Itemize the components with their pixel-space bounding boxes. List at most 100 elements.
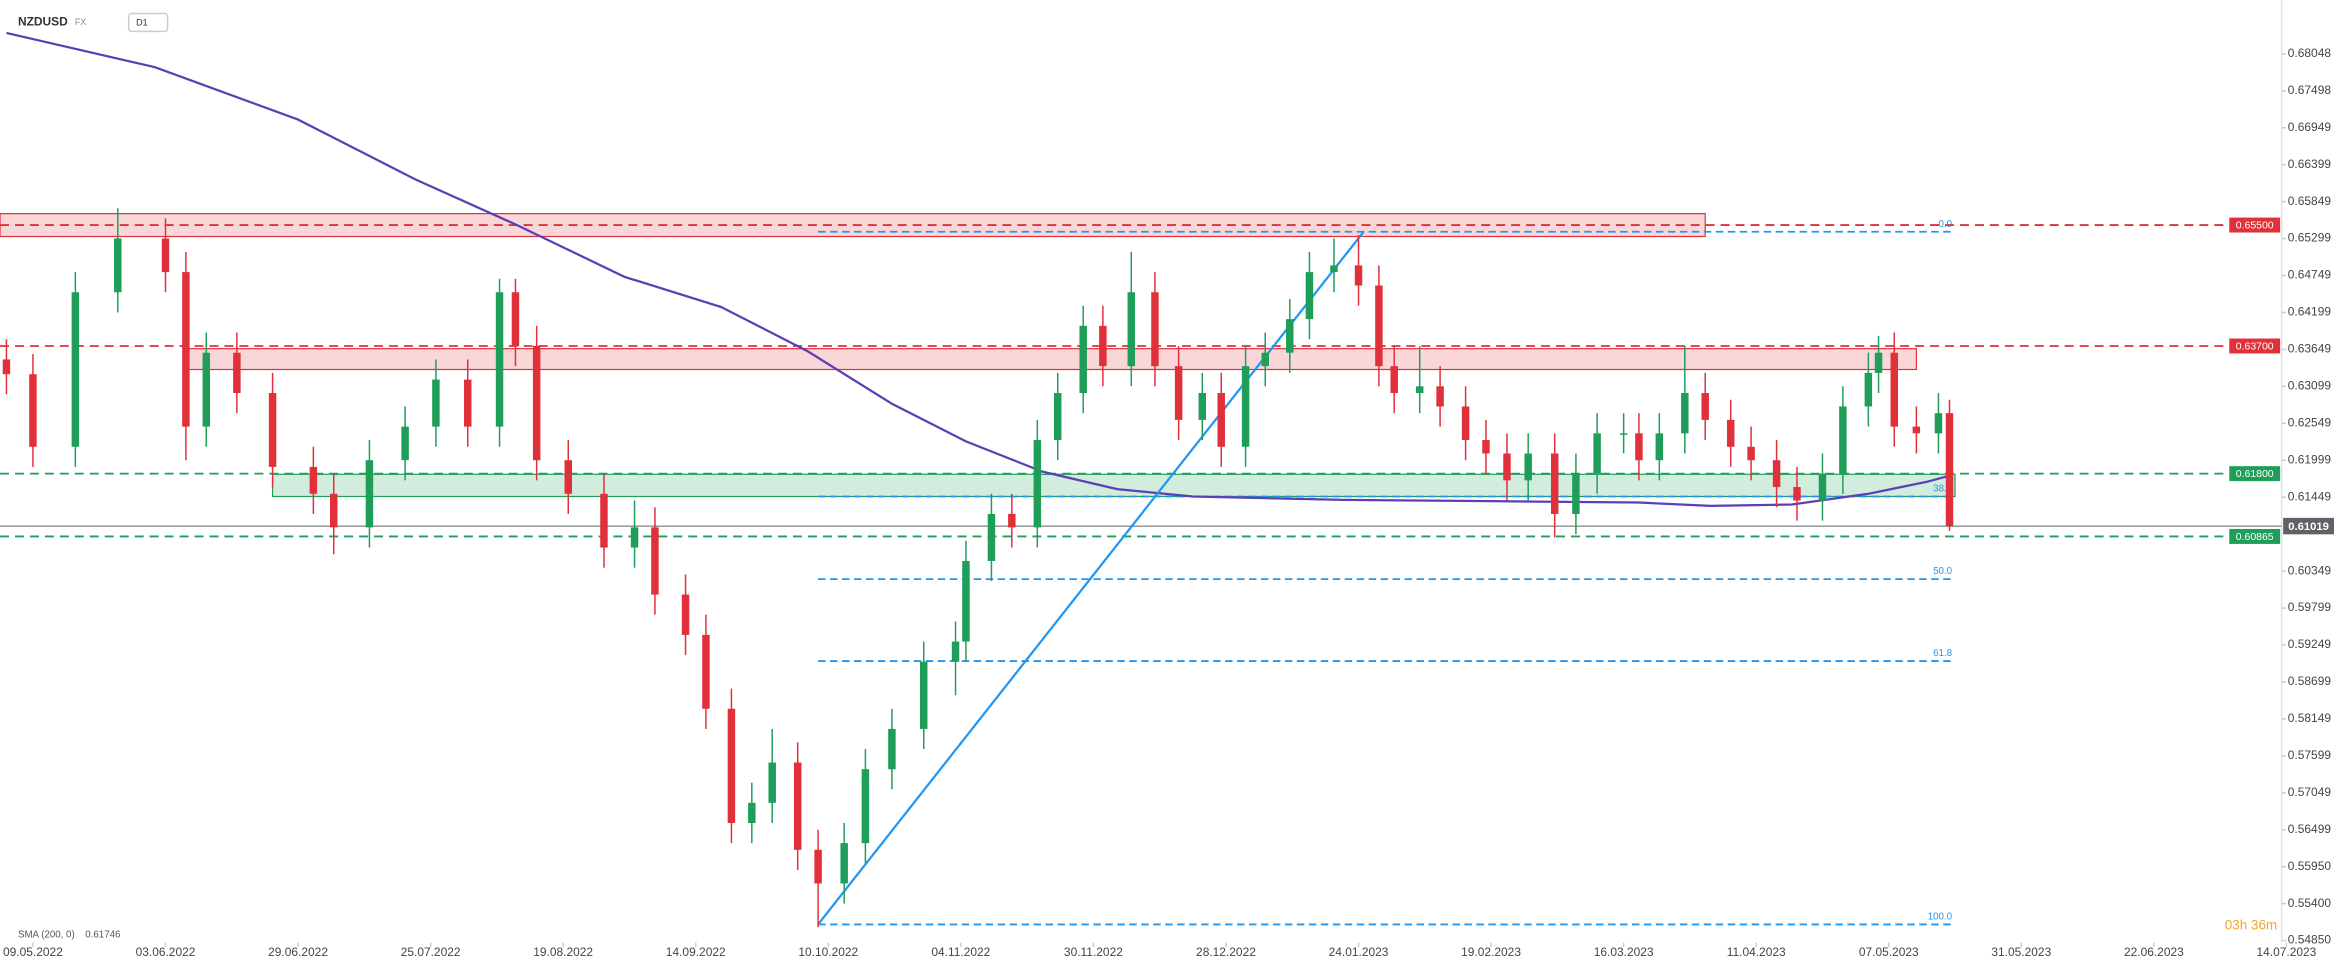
candle-body: [564, 460, 573, 494]
candle-body: [1550, 453, 1559, 514]
level-box: [2229, 528, 2281, 544]
candle-body: [1912, 426, 1921, 434]
candle-body: [268, 393, 277, 467]
y-tick-label: 0.64199: [2288, 305, 2332, 319]
y-tick-label: 0.55950: [2288, 859, 2332, 873]
countdown: 03h 36m: [2225, 918, 2277, 933]
candle-body: [1127, 292, 1136, 367]
candle-body: [1461, 406, 1470, 441]
candle-body: [1436, 386, 1444, 407]
candle-body: [182, 272, 190, 427]
level-box: [2229, 338, 2281, 354]
x-tick-label: 14.07.2023: [2257, 945, 2317, 959]
candle-body: [1890, 352, 1899, 427]
candle-body: [161, 238, 170, 273]
candle-body: [919, 661, 928, 729]
x-tick-label: 24.01.2023: [1329, 945, 1389, 959]
y-tick-label: 0.57049: [2288, 785, 2332, 799]
candle-body: [1772, 460, 1781, 488]
y-tick-label: 0.55400: [2288, 896, 2332, 910]
y-tick-label: 0.62549: [2288, 415, 2332, 429]
x-tick-label: 30.11.2022: [1064, 945, 1123, 959]
x-tick-label: 03.06.2022: [136, 945, 196, 959]
y-tick-label: 0.54850: [2288, 933, 2332, 947]
fib-label: 61.8: [1933, 648, 1952, 659]
market: FX: [75, 17, 86, 27]
level-label: 0.63700: [2236, 342, 2274, 353]
y-tick-label: 0.58699: [2288, 674, 2332, 688]
candle-body: [432, 379, 440, 427]
candle-body: [1415, 386, 1424, 394]
candle-body: [861, 769, 870, 844]
candle-body: [1818, 473, 1827, 501]
interval-box[interactable]: [127, 12, 169, 33]
fib-label: 38.2: [1933, 484, 1952, 495]
candle-body: [814, 849, 822, 884]
y-tick-label: 0.63099: [2288, 379, 2332, 393]
y-tick-label: 0.59799: [2288, 600, 2332, 614]
candle-body: [1174, 366, 1183, 420]
candle-body: [1375, 285, 1383, 367]
trendline: [817, 231, 1365, 926]
candle-body: [681, 594, 690, 635]
candle-body: [987, 513, 996, 561]
candle-body: [330, 493, 338, 528]
candle-body: [202, 352, 211, 427]
candle-body: [1655, 433, 1664, 461]
candle-body: [1793, 487, 1801, 501]
x-tick-label: 10.10.2022: [798, 945, 858, 959]
candle-body: [1635, 433, 1643, 461]
level-label: 0.60865: [2236, 532, 2274, 543]
level-label: 0.65500: [2236, 221, 2274, 232]
candle-body: [1033, 440, 1042, 528]
candle-body: [630, 527, 639, 548]
candle-body: [1261, 352, 1269, 367]
interval[interactable]: D1: [136, 18, 147, 28]
candle-body: [365, 460, 374, 528]
candle-body: [1286, 319, 1294, 353]
candle-body: [793, 762, 802, 850]
candle-body: [1945, 413, 1954, 527]
candle-body: [888, 728, 896, 770]
candle-body: [727, 708, 736, 823]
candle-body: [1524, 453, 1532, 481]
x-tick-label: 25.07.2022: [401, 945, 461, 959]
candle-body: [1099, 325, 1107, 367]
symbol[interactable]: NZDUSD: [18, 15, 68, 29]
candle-body: [233, 352, 241, 394]
candle-body: [768, 762, 776, 803]
zone: [185, 348, 1917, 371]
x-tick-label: 04.11.2022: [931, 945, 990, 959]
x-tick-label: 22.06.2023: [2124, 945, 2184, 959]
y-tick-label: 0.67498: [2288, 83, 2332, 97]
y-tick-label: 0.66399: [2288, 157, 2332, 171]
candle-body: [1681, 393, 1689, 434]
candle-body: [1354, 265, 1363, 286]
candle-body: [1198, 393, 1207, 420]
candle-body: [1726, 419, 1735, 447]
candle-body: [1217, 393, 1225, 447]
x-tick-label: 07.05.2023: [1859, 945, 1919, 959]
candle-body: [1390, 366, 1398, 394]
candle-body: [1079, 325, 1087, 394]
candle-body: [651, 527, 659, 595]
fib-label: 50.0: [1933, 566, 1953, 577]
y-tick-label: 0.64749: [2288, 268, 2332, 282]
candle-body: [951, 641, 960, 662]
candle-body: [532, 345, 541, 461]
candle-body: [511, 292, 520, 346]
x-tick-label: 19.08.2022: [533, 945, 593, 959]
candle-body: [1330, 265, 1338, 273]
candle-body: [495, 292, 504, 427]
y-tick-label: 0.65849: [2288, 194, 2332, 208]
candle-body: [1008, 513, 1016, 528]
x-tick-label: 29.06.2022: [268, 945, 328, 959]
zone: [271, 473, 1956, 498]
candle-body: [1619, 433, 1628, 435]
y-tick-label: 0.65299: [2288, 231, 2332, 245]
x-tick-label: 11.04.2023: [1727, 945, 1786, 959]
y-tick-label: 0.66949: [2288, 120, 2332, 134]
